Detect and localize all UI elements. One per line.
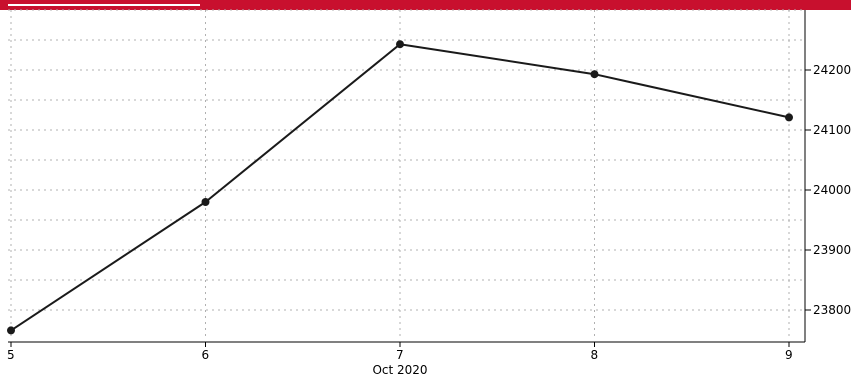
x-axis-title: Oct 2020 (372, 363, 427, 377)
tick-labels: 5 6 7 8 9 23800 23900 24000 24100 24200 (7, 63, 851, 362)
y-tick-label: 24200 (813, 63, 851, 77)
data-point (590, 70, 599, 79)
y-tick-label: 23900 (813, 243, 851, 257)
y-tick-label: 24100 (813, 123, 851, 137)
series (7, 40, 793, 335)
data-point (7, 326, 15, 335)
x-tick-label: 8 (591, 348, 599, 362)
data-point (785, 113, 793, 122)
y-tick-label: 23800 (813, 303, 851, 317)
header-underline (8, 4, 200, 6)
x-tick-label: 5 (7, 348, 15, 362)
y-tick-label: 24000 (813, 183, 851, 197)
header-banner (0, 0, 851, 10)
axes (8, 10, 811, 347)
x-tick-label: 6 (202, 348, 210, 362)
x-tick-label: 9 (785, 348, 793, 362)
data-point (201, 198, 210, 206)
gridlines (8, 9, 805, 340)
x-tick-label: 7 (396, 348, 404, 362)
data-point (396, 40, 404, 49)
